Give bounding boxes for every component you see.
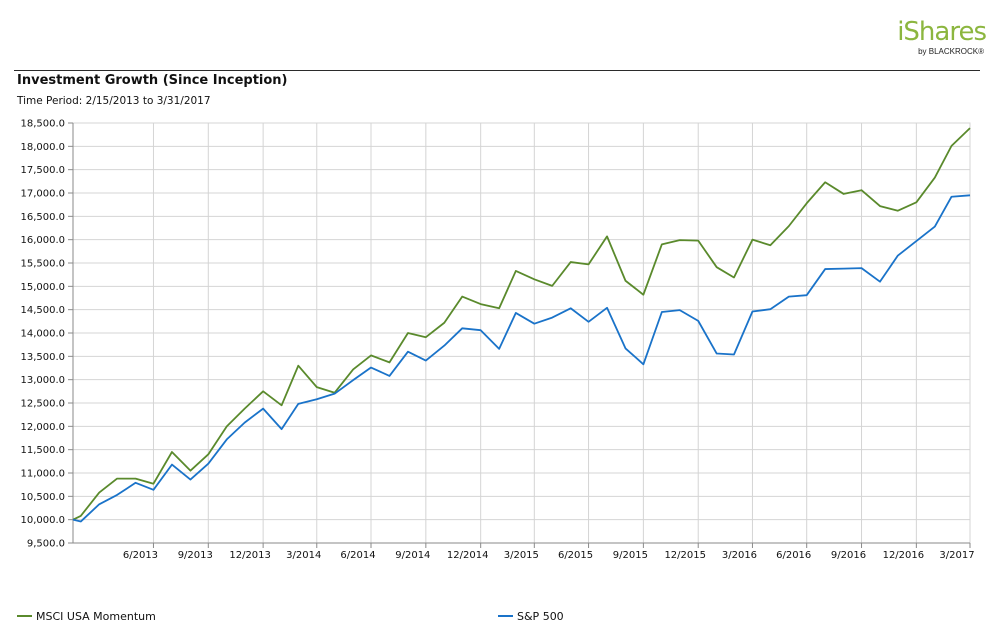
legend-item-sp500: S&P 500 — [498, 608, 564, 624]
chart-grid — [72, 122, 971, 544]
brand-name: iShares — [897, 17, 987, 47]
y-tick-label: 11,500.0 — [20, 445, 65, 456]
time-period-label: Time Period: 2/15/2013 to 3/31/2017 — [17, 95, 211, 107]
x-tick-label: 6/2015 — [558, 550, 593, 561]
x-tick-label: 3/2017 — [939, 550, 974, 561]
series-line-sp500 — [72, 194, 971, 523]
y-tick-label: 17,000.0 — [20, 189, 65, 200]
brand-tagline: by BLACKROCK® — [918, 47, 984, 56]
series-line-momentum — [72, 127, 971, 521]
y-tick-label: 11,000.0 — [20, 469, 65, 480]
y-tick-label: 10,500.0 — [20, 492, 65, 503]
x-tick-label: 3/2015 — [504, 550, 539, 561]
y-tick-label: 15,500.0 — [20, 259, 65, 270]
legend-label-momentum: MSCI USA Momentum — [36, 609, 156, 623]
y-tick-label: 17,500.0 — [20, 165, 65, 176]
y-tick-label: 18,500.0 — [20, 119, 65, 130]
legend-swatch-sp500 — [498, 615, 513, 617]
header-divider — [14, 70, 980, 71]
chart-title: Investment Growth (Since Inception) — [17, 73, 288, 88]
x-tick-label: 9/2013 — [178, 550, 213, 561]
y-tick-label: 14,000.0 — [20, 329, 65, 340]
x-tick-label: 12/2014 — [447, 550, 489, 561]
y-tick-label: 9,500.0 — [27, 539, 65, 550]
y-tick-label: 13,500.0 — [20, 352, 65, 363]
legend-swatch-momentum — [17, 615, 32, 617]
y-tick-label: 14,500.0 — [20, 305, 65, 316]
y-tick-label: 18,000.0 — [20, 142, 65, 153]
x-tick-label: 6/2014 — [340, 550, 375, 561]
x-tick-label: 12/2013 — [229, 550, 271, 561]
x-tick-label: 9/2016 — [831, 550, 866, 561]
chart-axes: 9,500.0 10,000.0 10,500.0 11,000.0 11,500.0 1… — [20, 119, 974, 562]
legend-label-sp500: S&P 500 — [517, 609, 564, 623]
y-tick-label: 10,000.0 — [20, 515, 65, 526]
x-tick-label: 6/2013 — [123, 550, 158, 561]
y-tick-label: 16,000.0 — [20, 235, 65, 246]
x-tick-label: 3/2016 — [722, 550, 757, 561]
brand-logo: iShares by BLACKROCK® — [866, 17, 987, 62]
y-tick-label: 13,000.0 — [20, 375, 65, 386]
x-tick-label: 12/2015 — [664, 550, 706, 561]
y-tick-label: 12,000.0 — [20, 422, 65, 433]
legend-item-momentum: MSCI USA Momentum — [17, 608, 156, 624]
y-tick-label: 12,500.0 — [20, 399, 65, 410]
x-tick-label: 9/2015 — [613, 550, 648, 561]
x-tick-label: 12/2016 — [883, 550, 925, 561]
x-tick-label: 6/2016 — [776, 550, 811, 561]
x-tick-label: 9/2014 — [395, 550, 430, 561]
y-tick-label: 16,500.0 — [20, 212, 65, 223]
x-tick-label: 3/2014 — [286, 550, 321, 561]
y-tick-label: 15,000.0 — [20, 282, 65, 293]
chart-series — [72, 127, 971, 523]
